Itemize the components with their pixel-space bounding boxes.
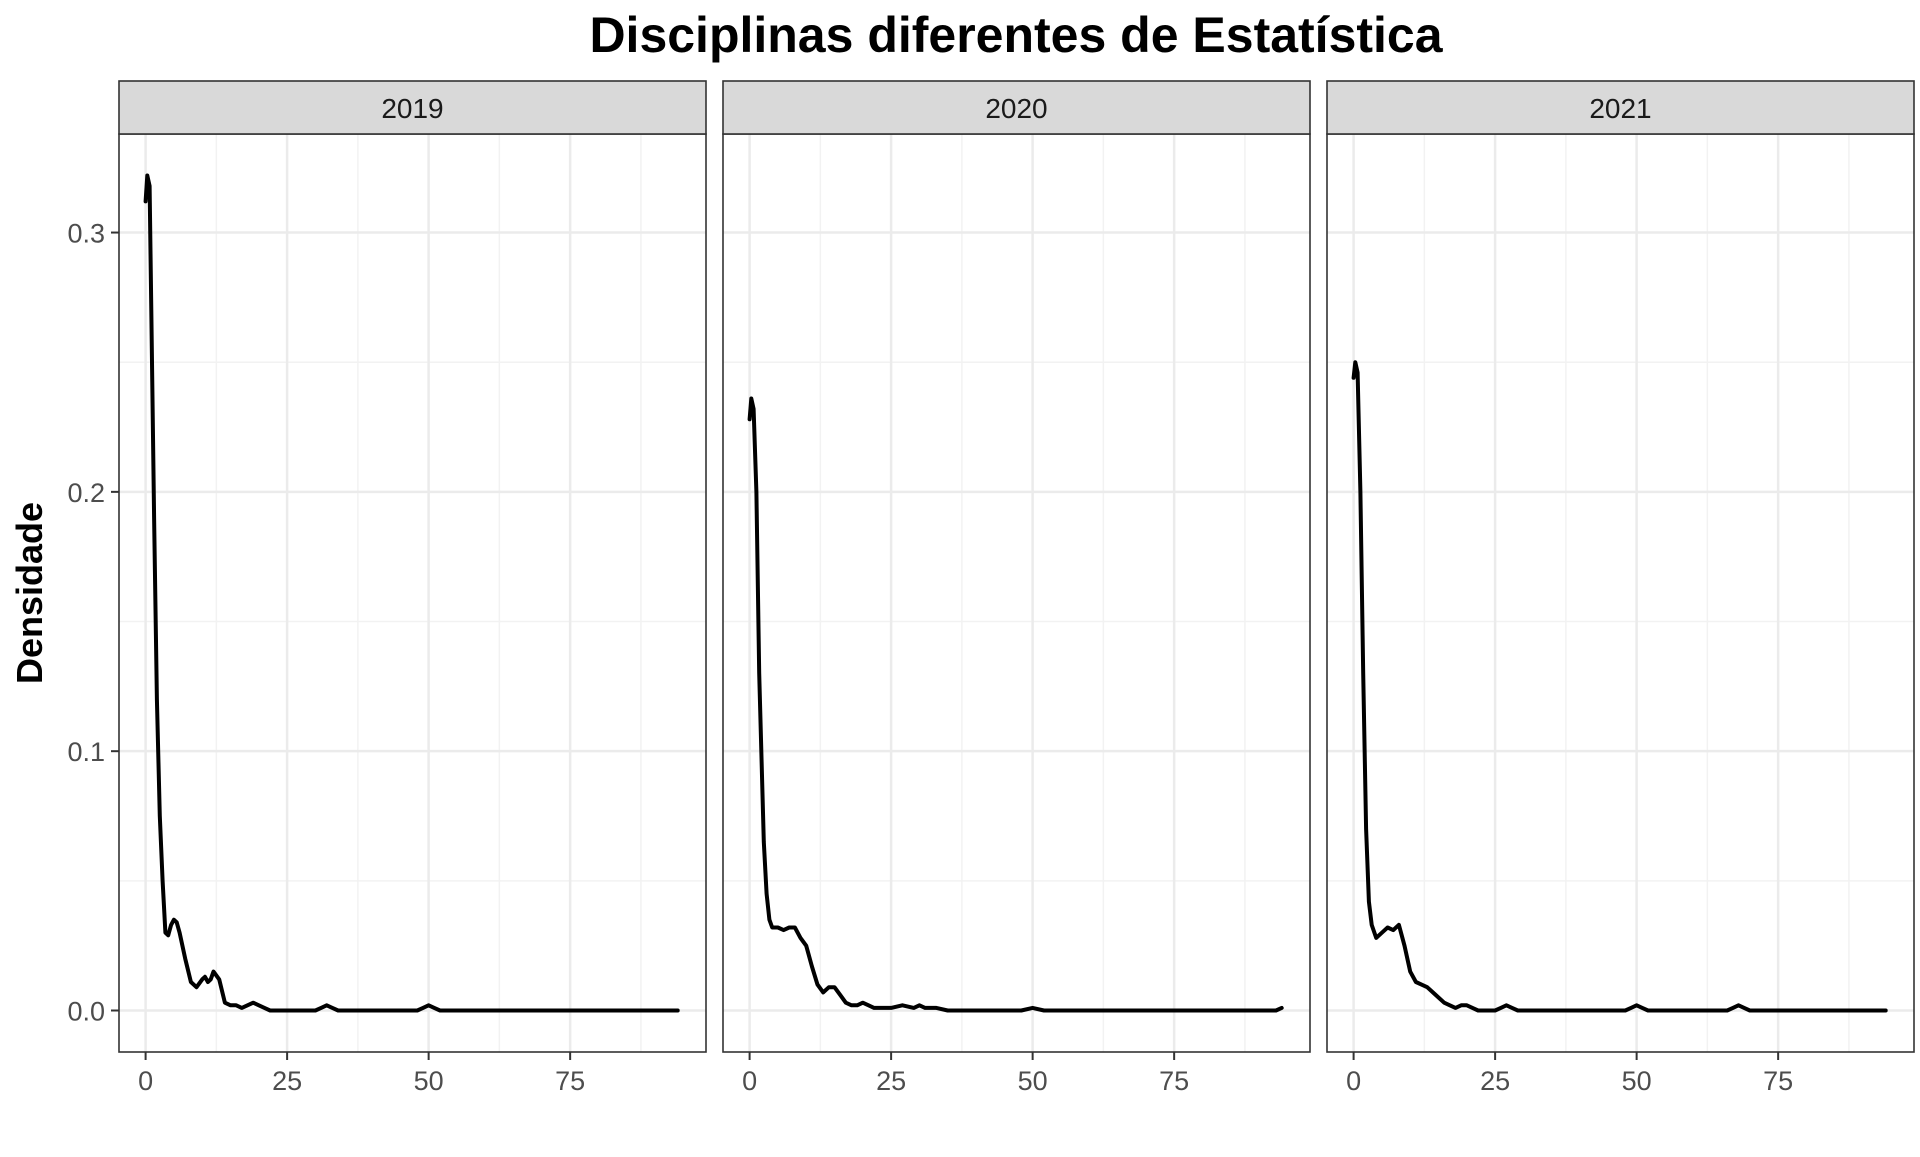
- panel-background: [119, 134, 706, 1052]
- x-tick-label: 50: [1018, 1066, 1048, 1096]
- x-tick-label: 25: [1480, 1066, 1510, 1096]
- x-tick-label: 25: [272, 1066, 302, 1096]
- density-line-2021: [1351, 360, 1888, 1013]
- x-tick-label: 25: [876, 1066, 906, 1096]
- panel-background: [723, 134, 1310, 1052]
- x-tick-label: 50: [1622, 1066, 1652, 1096]
- x-tick-label: 75: [1763, 1066, 1793, 1096]
- y-axis-label: Densidade: [9, 502, 50, 684]
- chart-title: Disciplinas diferentes de Estatística: [589, 7, 1443, 63]
- panel-2021: 2021 0 25 50 75: [1326, 80, 1915, 1096]
- facet-strip: [118, 80, 707, 135]
- facet-strip: [1326, 80, 1915, 135]
- facet-strip-label: 2020: [985, 93, 1047, 124]
- x-tick-label: 0: [138, 1066, 153, 1096]
- panel-background: [1327, 134, 1914, 1052]
- density-line-2019: [143, 173, 680, 1013]
- facet-strip-label: 2021: [1589, 93, 1651, 124]
- x-tick-label: 75: [1159, 1066, 1189, 1096]
- y-tick-label: 0.3: [67, 219, 105, 249]
- y-tick-label: 0.2: [67, 478, 105, 508]
- panel-2019: 2019 0 25 50 75 0.0 0.1 0.2 0.3: [67, 80, 707, 1096]
- x-tick-label: 50: [414, 1066, 444, 1096]
- y-tick-label: 0.1: [67, 737, 105, 767]
- density-line-2020: [747, 396, 1284, 1013]
- x-tick-label: 75: [555, 1066, 585, 1096]
- x-tick-label: 0: [742, 1066, 757, 1096]
- x-tick-label: 0: [1346, 1066, 1361, 1096]
- facet-strip-label: 2019: [381, 93, 443, 124]
- facet-strip: [722, 80, 1311, 135]
- panel-2020: 2020 0 25 50 75: [722, 80, 1311, 1096]
- y-tick-label: 0.0: [67, 997, 105, 1027]
